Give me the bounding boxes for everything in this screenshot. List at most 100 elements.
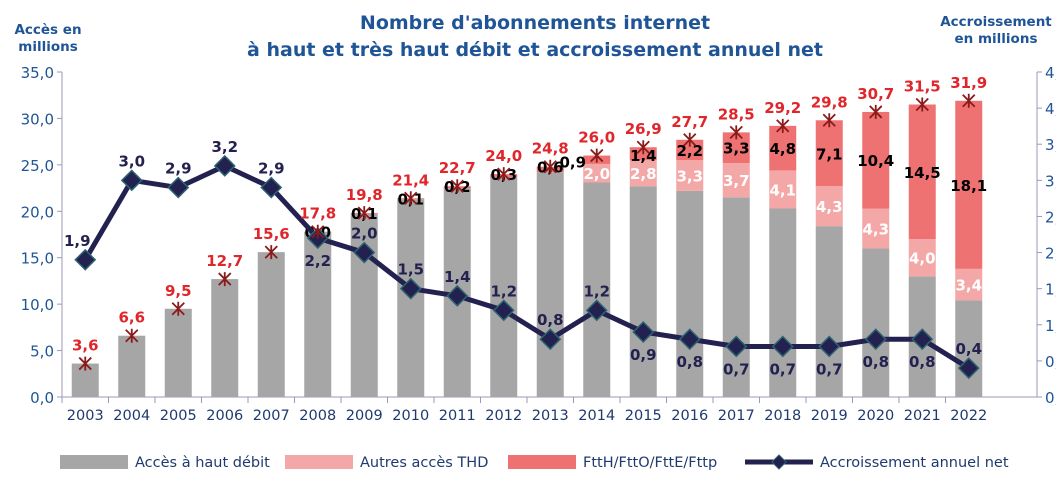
bar-haut-debit xyxy=(118,335,146,397)
total-star-marker xyxy=(962,93,976,108)
x-tick-label: 2004 xyxy=(113,408,150,424)
thd-data-label: 3,7 xyxy=(723,172,750,190)
bar-haut-debit xyxy=(211,279,239,397)
bar-autres-thd xyxy=(955,268,983,301)
thd-data-label: 4,3 xyxy=(816,198,843,216)
line-marker xyxy=(725,335,748,358)
left-tick-label: 10,0 xyxy=(21,296,54,314)
x-tick-label: 2016 xyxy=(671,408,708,424)
right-tick-label: 2,0 xyxy=(1045,245,1056,263)
right-tick-label: 0,5 xyxy=(1045,353,1056,371)
total-data-label: 9,5 xyxy=(165,282,192,300)
bar-ftth xyxy=(908,104,936,240)
line-marker xyxy=(74,248,97,271)
bar-autres-thd xyxy=(862,208,890,249)
total-star-marker xyxy=(404,191,418,206)
line-data-label: 0,8 xyxy=(862,353,889,371)
ftth-data-label: 3,3 xyxy=(723,140,750,158)
thd-data-label: 2,8 xyxy=(630,165,657,183)
right-tick-label: 1,5 xyxy=(1045,281,1056,299)
line-data-label: 3,2 xyxy=(211,138,238,156)
line-data-label: 0,9 xyxy=(630,346,657,364)
line-marker xyxy=(120,169,143,192)
ftth-data-label: 1,4 xyxy=(630,147,657,165)
line-marker xyxy=(818,335,841,358)
total-star-marker xyxy=(636,140,650,155)
bar-autres-thd xyxy=(583,163,611,183)
line-data-label: 0,7 xyxy=(769,360,796,378)
total-data-label: 3,6 xyxy=(72,337,99,355)
total-star-marker xyxy=(543,159,557,174)
total-star-marker xyxy=(590,148,604,163)
ftth-data-label: 10,4 xyxy=(857,152,894,170)
bar-haut-debit xyxy=(257,252,285,397)
total-data-label: 26,9 xyxy=(625,120,662,138)
total-star-marker xyxy=(78,356,92,371)
line-data-label: 0,8 xyxy=(909,353,936,371)
x-tick-label: 2014 xyxy=(578,408,615,424)
line-data-label: 0,7 xyxy=(723,360,750,378)
total-data-label: 28,5 xyxy=(718,105,755,123)
x-tick-label: 2007 xyxy=(253,408,290,424)
bar-haut-debit xyxy=(815,226,843,397)
right-tick-label: 1,0 xyxy=(1045,317,1056,335)
x-tick-label: 2022 xyxy=(950,408,987,424)
total-star-marker xyxy=(125,328,139,343)
total-data-label: 6,6 xyxy=(118,309,145,327)
x-tick-label: 2020 xyxy=(857,408,894,424)
x-tick-label: 2021 xyxy=(904,408,941,424)
x-tick-label: 2005 xyxy=(160,408,197,424)
bar-ftth xyxy=(769,125,797,171)
total-star-marker xyxy=(357,206,371,221)
total-star-marker xyxy=(776,118,790,133)
thd-data-label: 3,4 xyxy=(955,277,982,295)
line-marker xyxy=(632,321,655,343)
bar-haut-debit xyxy=(676,190,704,397)
total-star-marker xyxy=(683,132,697,147)
line-data-label: 1,2 xyxy=(490,282,517,300)
x-tick-label: 2012 xyxy=(485,408,522,424)
left-tick-label: 30,0 xyxy=(21,110,54,128)
line-marker xyxy=(167,176,190,199)
bar-haut-debit xyxy=(629,186,657,397)
line-marker xyxy=(353,241,376,264)
total-data-label: 21,4 xyxy=(392,171,429,189)
left-tick-label: 5,0 xyxy=(30,343,54,361)
total-star-marker xyxy=(822,113,836,128)
line-marker xyxy=(539,328,562,351)
total-star-marker xyxy=(915,97,929,112)
total-data-label: 12,7 xyxy=(206,252,243,270)
legend-swatch xyxy=(285,455,353,469)
total-star-marker xyxy=(450,179,464,194)
line-data-label: 2,9 xyxy=(165,160,192,178)
left-tick-label: 35,0 xyxy=(21,64,54,82)
line-data-label: 2,9 xyxy=(258,160,285,178)
total-data-label: 24,0 xyxy=(485,147,522,165)
bar-autres-thd xyxy=(769,170,797,209)
bar-ftth xyxy=(862,111,890,209)
line-data-label: 0,7 xyxy=(816,360,843,378)
total-data-label: 24,8 xyxy=(532,140,569,158)
left-tick-label: 20,0 xyxy=(21,203,54,221)
right-tick-label: 3,5 xyxy=(1045,136,1056,154)
right-tick-label: 4,0 xyxy=(1045,100,1056,118)
right-tick-label: 2,5 xyxy=(1045,208,1056,226)
ftth-data-label: 14,5 xyxy=(904,164,941,182)
legend-label: FttH/FttO/FttE/Fttp xyxy=(583,455,717,471)
line-marker xyxy=(492,299,515,322)
ftth-data-label: 18,1 xyxy=(950,177,987,195)
line-marker xyxy=(771,335,794,358)
x-tick-label: 2013 xyxy=(532,408,569,424)
x-tick-label: 2009 xyxy=(346,408,383,424)
bar-ftth xyxy=(676,139,704,161)
line-marker xyxy=(911,328,934,351)
line-marker xyxy=(446,284,469,307)
bar-autres-thd xyxy=(815,186,843,227)
line-marker xyxy=(957,357,980,380)
bar-haut-debit xyxy=(304,231,332,397)
legend-marker xyxy=(771,454,787,470)
total-data-label: 15,6 xyxy=(253,225,290,243)
legend-label: Autres accès THD xyxy=(360,455,488,471)
line-marker xyxy=(864,328,887,351)
